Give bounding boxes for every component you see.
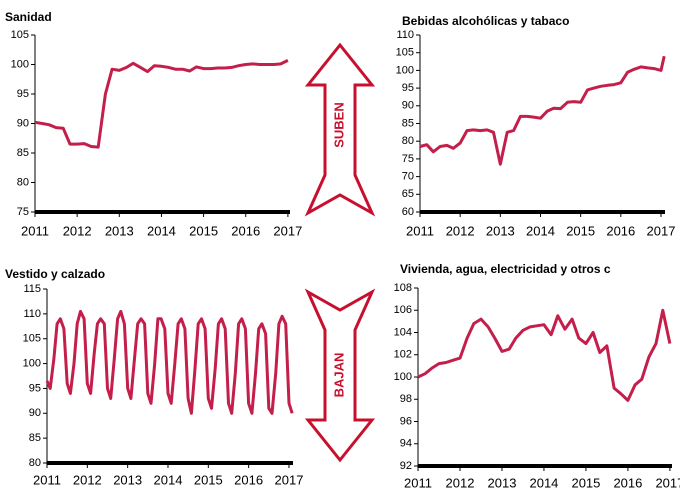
x-tick-label: 2012 [73,472,102,487]
y-tick-label: 105 [23,333,41,345]
x-tick-label: 2012 [446,475,475,490]
arrow-label: SUBEN [331,102,346,148]
y-tick-label: 85 [402,117,414,129]
y-tick-label: 60 [402,206,414,218]
arrow-label: BAJAN [331,353,346,398]
x-tick-label: 2015 [571,475,600,490]
x-tick-label: 2014 [154,472,183,487]
x-tick-label: 2014 [147,223,176,238]
x-tick-label: 2013 [105,223,134,238]
x-tick-label: 2013 [113,472,142,487]
chart: Bebidas alcohólicas y tabaco 60 65 70 75 80 85… [396,14,676,238]
y-tick-label: 70 [402,171,414,183]
y-tick-label: 90 [17,117,29,129]
x-tick-label: 2011 [33,472,61,487]
chart: Sanidad 75 80 85 90 95 100 105 2011 2012 2013 2014 2… [5,10,302,238]
y-tick-label: 106 [394,304,412,316]
chart-title: Bebidas alcohólicas y tabaco [402,14,569,28]
y-tick-label: 80 [402,135,414,147]
y-tick-label: 98 [400,393,412,405]
x-tick-label: 2016 [234,472,263,487]
y-tick-label: 110 [23,308,41,320]
y-tick-label: 100 [11,58,29,70]
y-tick-label: 75 [402,153,414,165]
y-tick-label: 104 [394,326,412,338]
y-tick-label: 115 [23,283,41,295]
y-tick-label: 92 [400,460,412,472]
y-tick-label: 100 [394,371,412,383]
y-tick-label: 100 [23,357,41,369]
x-tick-label: 2017 [647,223,676,238]
data-line [45,309,294,415]
x-tick-label: 2015 [189,223,218,238]
y-tick-label: 90 [29,407,41,419]
up-arrow: SUBEN [304,42,376,217]
chart: Vestido y calzado 80 85 90 95 100 105 110 115 201… [5,267,303,487]
data-line [34,59,289,149]
x-tick-label: 2016 [606,223,635,238]
y-tick-label: 85 [29,432,41,444]
y-tick-label: 110 [396,29,414,41]
x-tick-label: 2014 [529,475,558,490]
x-tick-label: 2012 [63,223,92,238]
y-tick-label: 105 [11,29,29,41]
x-tick-label: 2016 [231,223,260,238]
x-tick-label: 2017 [275,472,304,487]
y-tick-label: 105 [396,47,414,59]
chart-title: Vestido y calzado [5,267,105,281]
chart-title: Vivienda, agua, electricidad y otros c [400,262,611,276]
y-tick-label: 102 [394,349,412,361]
y-tick-label: 96 [400,415,412,427]
x-tick-label: 2013 [488,475,517,490]
x-tick-label: 2015 [566,223,595,238]
x-tick-label: 2017 [655,475,680,490]
x-tick-label: 2011 [404,475,432,490]
x-tick-label: 2013 [486,223,515,238]
y-tick-label: 80 [29,457,41,469]
x-tick-label: 2014 [526,223,555,238]
y-tick-label: 80 [17,176,29,188]
y-tick-label: 95 [17,88,29,100]
y-tick-label: 90 [402,100,414,112]
y-tick-label: 95 [29,382,41,394]
data-line [417,308,672,402]
y-tick-label: 108 [394,282,412,294]
chart-title: Sanidad [5,10,52,24]
arrow-shape [304,42,376,217]
down-arrow: BAJAN [304,288,376,463]
x-tick-label: 2017 [273,223,302,238]
x-tick-label: 2016 [613,475,642,490]
y-tick-label: 65 [402,188,414,200]
chart: Vivienda, agua, electricidad y otros c 92… [394,262,680,490]
x-tick-label: 2015 [194,472,223,487]
y-tick-label: 75 [17,206,29,218]
y-tick-label: 95 [402,82,414,94]
data-line [419,55,666,166]
y-tick-label: 85 [17,147,29,159]
x-tick-label: 2011 [406,223,434,238]
x-tick-label: 2012 [446,223,475,238]
y-tick-label: 94 [400,438,412,450]
arrow-shape [304,288,376,463]
x-tick-label: 2011 [21,223,49,238]
y-tick-label: 100 [396,64,414,76]
